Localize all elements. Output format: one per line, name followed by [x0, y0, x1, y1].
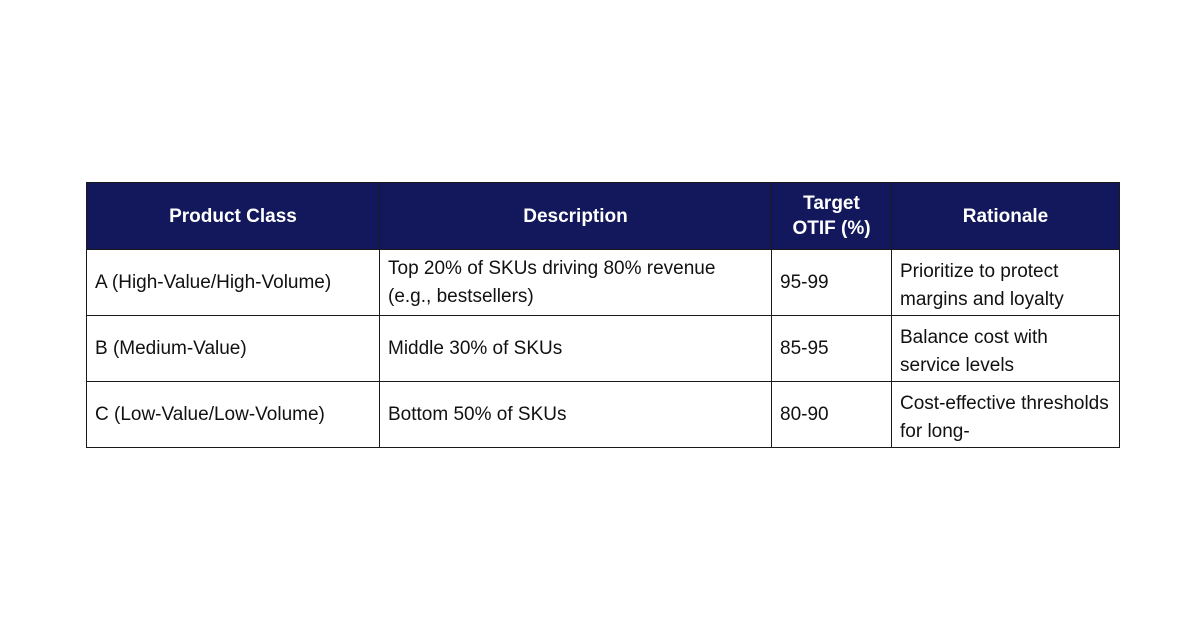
table-row: A (High-Value/High-Volume) Top 20% of SK… [86, 249, 1120, 316]
cell-product-class: B (Medium-Value) [86, 315, 380, 382]
cell-description: Middle 30% of SKUs [379, 315, 772, 382]
cell-rationale: Balance cost with service levels [891, 315, 1120, 382]
cell-target-otif: 95-99 [771, 249, 892, 316]
header-product-class: Product Class [86, 182, 380, 250]
header-rationale: Rationale [891, 182, 1120, 250]
cell-rationale: Cost-effective thresholds for long- [891, 381, 1120, 448]
cell-description: Bottom 50% of SKUs [379, 381, 772, 448]
table-header: Product Class Description Target OTIF (%… [86, 182, 1120, 250]
table-row: B (Medium-Value) Middle 30% of SKUs 85-9… [86, 315, 1120, 382]
otif-targets-table: Product Class Description Target OTIF (%… [86, 182, 1120, 448]
cell-product-class: A (High-Value/High-Volume) [86, 249, 380, 316]
header-row: Product Class Description Target OTIF (%… [86, 182, 1120, 250]
rationale-text: Cost-effective thresholds for long- [900, 393, 1109, 442]
header-target-otif: Target OTIF (%) [771, 182, 892, 250]
cell-description: Top 20% of SKUs driving 80% revenue (e.g… [379, 249, 772, 316]
otif-targets-table-container: Product Class Description Target OTIF (%… [86, 182, 1120, 448]
rationale-text: Prioritize to protect margins and loyalt… [900, 261, 1064, 310]
cell-rationale: Prioritize to protect margins and loyalt… [891, 249, 1120, 316]
table-body: A (High-Value/High-Volume) Top 20% of SK… [86, 249, 1120, 448]
table-row: C (Low-Value/Low-Volume) Bottom 50% of S… [86, 381, 1120, 448]
header-description: Description [379, 182, 772, 250]
cell-product-class: C (Low-Value/Low-Volume) [86, 381, 380, 448]
cell-target-otif: 80-90 [771, 381, 892, 448]
rationale-text: Balance cost with service levels [900, 327, 1048, 376]
cell-target-otif: 85-95 [771, 315, 892, 382]
